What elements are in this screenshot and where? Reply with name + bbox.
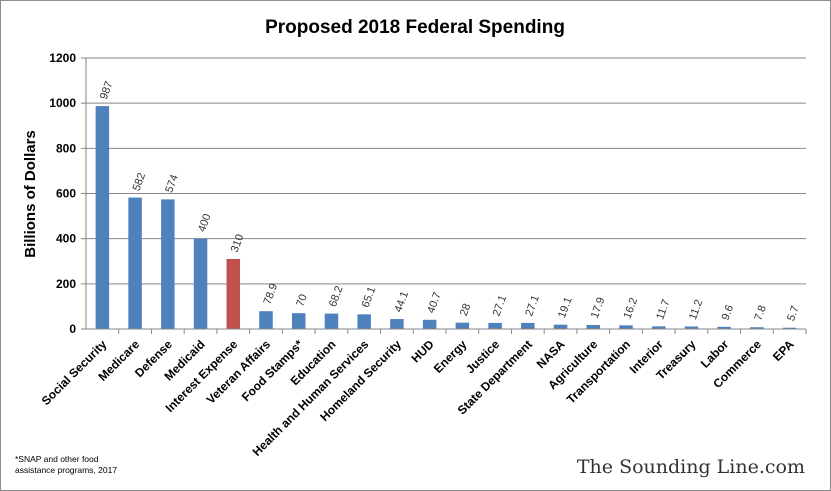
data-label: 65.1 xyxy=(360,285,379,309)
bar xyxy=(651,326,666,329)
bar xyxy=(782,327,797,329)
data-label: 40.7 xyxy=(425,291,444,315)
gridlines xyxy=(81,57,807,334)
y-tick-labels: 0 200 400 600 800 1000 1200 xyxy=(49,51,76,336)
data-label: 27.1 xyxy=(523,294,542,318)
data-label: 78.9 xyxy=(262,282,281,306)
bar xyxy=(717,326,731,329)
data-label: 9.6 xyxy=(720,303,737,321)
data-label: 574 xyxy=(163,173,181,194)
bar xyxy=(586,324,601,329)
bar xyxy=(324,313,339,329)
x-tick-labels: Social SecurityMedicareDefenseMedicaidIn… xyxy=(39,337,797,459)
bar xyxy=(455,322,470,329)
y-tick-label: 800 xyxy=(56,141,76,155)
bar xyxy=(95,106,110,329)
bar xyxy=(521,322,535,329)
bar xyxy=(193,238,208,329)
y-tick-label: 600 xyxy=(56,187,76,201)
bar xyxy=(291,313,306,329)
watermark: The Sounding Line.com xyxy=(577,456,805,478)
bar xyxy=(684,326,699,329)
bar xyxy=(128,197,142,329)
y-tick-label: 1200 xyxy=(49,51,76,65)
data-label: 310 xyxy=(229,233,247,254)
bar xyxy=(259,311,273,329)
bar xyxy=(161,199,175,329)
footnote-line: assistance programs, 2017 xyxy=(15,465,117,475)
x-tick-label: Energy xyxy=(431,337,470,376)
data-label: 11.2 xyxy=(687,298,705,321)
y-tick-label: 400 xyxy=(56,232,76,246)
data-label: 400 xyxy=(196,212,214,233)
bar xyxy=(390,319,404,329)
data-label: 582 xyxy=(131,171,149,192)
chart-title: Proposed 2018 Federal Spending xyxy=(265,17,565,38)
data-label: 70 xyxy=(294,293,309,309)
bar xyxy=(422,319,437,329)
bar xyxy=(553,324,568,329)
data-label: 987 xyxy=(98,80,116,101)
bars xyxy=(95,106,797,329)
data-label: 19.1 xyxy=(556,295,575,319)
bar xyxy=(488,322,502,329)
data-label: 5.7 xyxy=(785,304,802,322)
data-label: 7.8 xyxy=(752,304,769,322)
data-label: 68.2 xyxy=(327,284,346,308)
data-label: 11.7 xyxy=(654,298,672,321)
data-label: 44.1 xyxy=(392,290,411,314)
bar xyxy=(619,325,633,329)
y-axis-label: Billions of Dollars xyxy=(22,130,39,258)
data-label: 16.2 xyxy=(622,296,641,320)
y-tick-label: 200 xyxy=(56,277,76,291)
data-label: 27.1 xyxy=(491,294,510,318)
x-tick-label: HUD xyxy=(408,337,437,366)
bar xyxy=(226,258,241,329)
bar xyxy=(357,314,371,329)
footnote-line: *SNAP and other food xyxy=(15,454,99,464)
x-tick-label: EPA xyxy=(770,337,797,364)
data-label: 28 xyxy=(458,302,473,318)
bar xyxy=(750,327,764,329)
y-tick-label: 0 xyxy=(69,322,76,336)
y-tick-label: 1000 xyxy=(49,96,76,110)
data-label: 17.9 xyxy=(589,296,608,320)
